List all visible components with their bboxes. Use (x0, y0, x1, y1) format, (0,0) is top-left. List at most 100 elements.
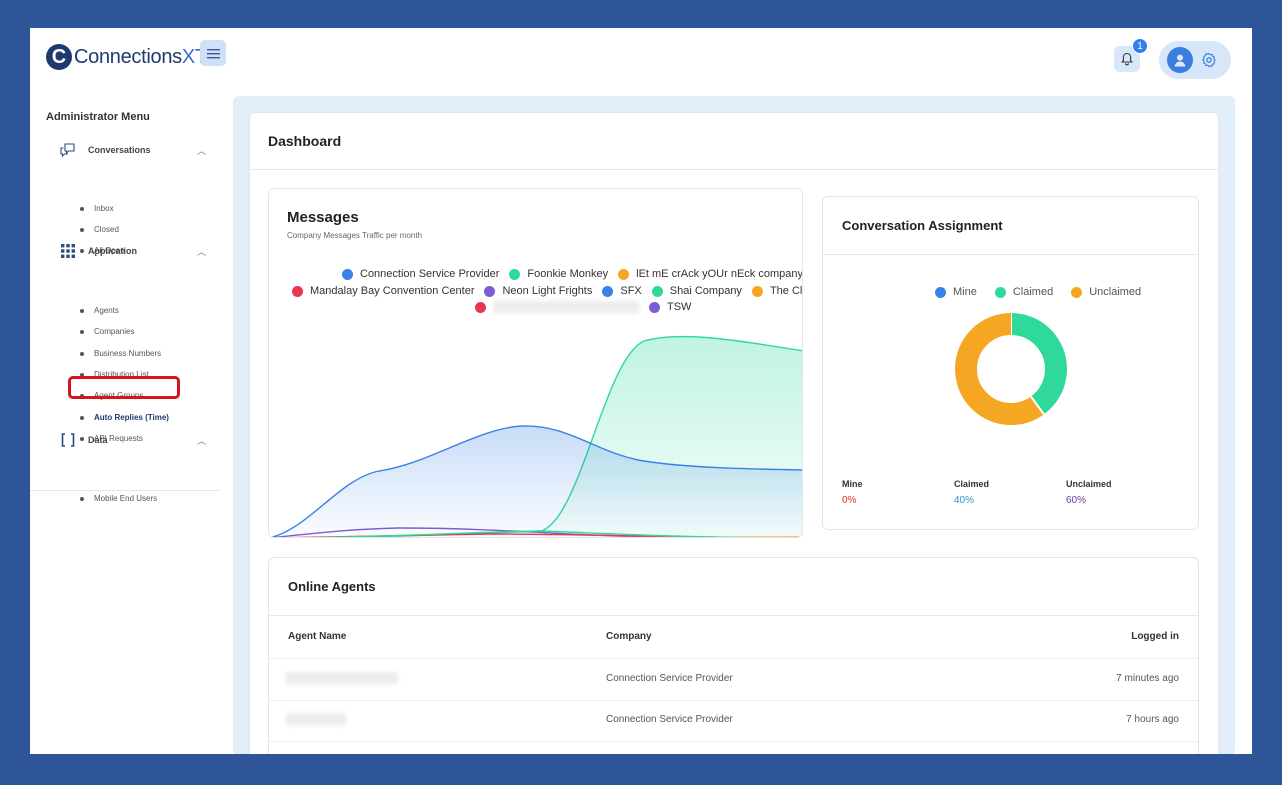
stat-claimed: Claimed 40% (954, 479, 989, 506)
bullet (80, 415, 84, 420)
legend-item[interactable]: lEt mE crAck yOUr nEck company (618, 268, 802, 280)
legend-swatch (342, 268, 353, 280)
sidebar-item-distribution-list[interactable]: Distribution List (80, 370, 149, 379)
brackets-icon (60, 432, 76, 448)
sidebar-item-all-open[interactable]: All Open (80, 246, 125, 255)
legend-swatch (602, 285, 614, 297)
sidebar-item-closed[interactable]: Closed (80, 225, 119, 234)
sidebar-item-agents[interactable]: Agents (80, 306, 119, 315)
legend-item[interactable] (475, 301, 639, 313)
donut-slice-unclaimed[interactable] (955, 313, 1067, 425)
column-header-company[interactable]: Company (606, 631, 652, 642)
section-label: Data (88, 435, 108, 445)
sidebar-item-companies[interactable]: Companies (80, 327, 134, 336)
redacted-legend-label (493, 301, 639, 313)
logo-mark: C (46, 44, 72, 70)
section-label: Application (88, 246, 137, 256)
sidebar-item-label: Mobile End Users (94, 494, 158, 503)
chevron-up-icon[interactable]: ︿ (196, 435, 206, 446)
card-title: Conversation Assignment (842, 218, 1003, 233)
divider (269, 615, 1198, 616)
chevron-up-icon[interactable]: ︿ (196, 145, 206, 156)
legend-item[interactable]: Claimed (994, 286, 1054, 298)
legend-swatch (994, 286, 1006, 298)
grid-icon (60, 243, 76, 259)
sidebar-item-mobile-end-users[interactable]: Mobile End Users (80, 494, 157, 503)
bullet (80, 329, 84, 334)
sidebar-item-label: Distribution List (94, 370, 149, 379)
legend-item[interactable]: Unclaimed (1071, 286, 1141, 298)
divider (823, 254, 1198, 255)
legend-item[interactable]: TSW (649, 301, 691, 313)
sidebar-item-business-numbers[interactable]: Business Numbers (80, 349, 161, 358)
sidebar-section-conversations[interactable]: Conversations ︿ (60, 142, 206, 158)
sidebar-item-label: Agents (94, 306, 119, 315)
sidebar-item-agent-groups[interactable]: Agent Groups (80, 391, 143, 400)
series-area-connection-service-provider (269, 425, 802, 537)
chat-icon (60, 142, 76, 158)
sidebar-item-label: Companies (94, 327, 135, 336)
menu-toggle-button[interactable] (200, 40, 226, 66)
legend-label: Neon Light Frights (502, 285, 593, 297)
stat-mine: Mine 0% (842, 479, 863, 506)
logo[interactable]: C ConnectionsXT (46, 44, 207, 70)
sidebar-item-api-requests[interactable]: API Requests (80, 434, 143, 443)
user-menu[interactable] (1159, 41, 1231, 79)
sidebar-section-data[interactable]: Data ︿ (60, 432, 206, 448)
stat-value: 0% (842, 495, 857, 506)
card-title: Online Agents (288, 579, 376, 594)
settings-button[interactable] (1201, 52, 1217, 68)
legend-swatch (475, 301, 486, 313)
page-title: Dashboard (268, 133, 342, 149)
legend-item[interactable]: SFX (602, 285, 642, 297)
chevron-up-icon[interactable]: ︿ (196, 246, 206, 257)
legend-item[interactable]: Connection Service Provider (342, 268, 499, 280)
legend-row: Mandalay Bay Convention Center Neon Ligh… (292, 285, 803, 297)
stat-label: Mine (842, 479, 863, 489)
sidebar-item-label: Agent Groups (94, 391, 144, 400)
legend-item[interactable]: Foonkie Monkey (509, 268, 608, 280)
sidebar-title: Administrator Menu (46, 111, 150, 123)
bullet (80, 227, 84, 232)
section-label: Conversations (88, 145, 151, 155)
legend-label: Claimed (1012, 286, 1054, 298)
messages-chart (269, 335, 802, 537)
legend-swatch (651, 285, 663, 297)
divider (250, 169, 1218, 170)
avatar[interactable] (1167, 47, 1193, 73)
legend-label: Mine (953, 286, 977, 298)
legend-item[interactable]: Shai Company (651, 285, 742, 297)
legend-item[interactable]: The Cl (751, 285, 803, 297)
column-header-logged-in[interactable]: Logged in (1131, 631, 1179, 642)
legend-row: TSW (475, 301, 701, 313)
column-header-agent-name[interactable]: Agent Name (288, 631, 347, 642)
logged-in-cell: 7 minutes ago (1116, 673, 1179, 684)
legend-item[interactable]: Mine (935, 286, 977, 298)
annotation-highlight (68, 376, 180, 399)
sidebar-item-auto-replies[interactable]: Auto Replies (Time) (80, 413, 169, 422)
sidebar-item-inbox[interactable]: Inbox (80, 204, 114, 213)
conversation-assignment-card: Conversation Assignment Mine Claimed Unc… (822, 196, 1199, 530)
bullet (80, 436, 84, 441)
legend-swatch (751, 285, 763, 297)
legend-label: Foonkie Monkey (527, 268, 609, 280)
legend-item[interactable]: Mandalay Bay Convention Center (292, 285, 474, 297)
online-agents-card: Online Agents Agent Name Company Logged … (268, 557, 1199, 754)
sidebar-item-label: Business Numbers (94, 349, 162, 358)
legend-item[interactable]: Neon Light Frights (484, 285, 592, 297)
donut-slice-separator (1030, 395, 1045, 415)
legend-label: Mandalay Bay Convention Center (310, 285, 475, 297)
legend-swatch (484, 285, 496, 297)
legend-label: Unclaimed (1089, 286, 1142, 298)
app-window: C ConnectionsXT 1 Administrator Menu Con… (30, 28, 1252, 754)
legend-label: The Cl (769, 285, 803, 297)
series-area-connection-service-provider-fill (272, 425, 802, 537)
sidebar-item-label: All Open (94, 246, 125, 255)
legend-label: Shai Company (669, 285, 742, 297)
sidebar-section-application[interactable]: Application ︿ (60, 243, 206, 259)
legend-label: SFX (620, 285, 642, 297)
sidebar-item-label: Closed (94, 225, 119, 234)
legend-swatch (1071, 286, 1083, 298)
bullet (80, 496, 84, 501)
stat-unclaimed: Unclaimed 60% (1066, 479, 1112, 506)
